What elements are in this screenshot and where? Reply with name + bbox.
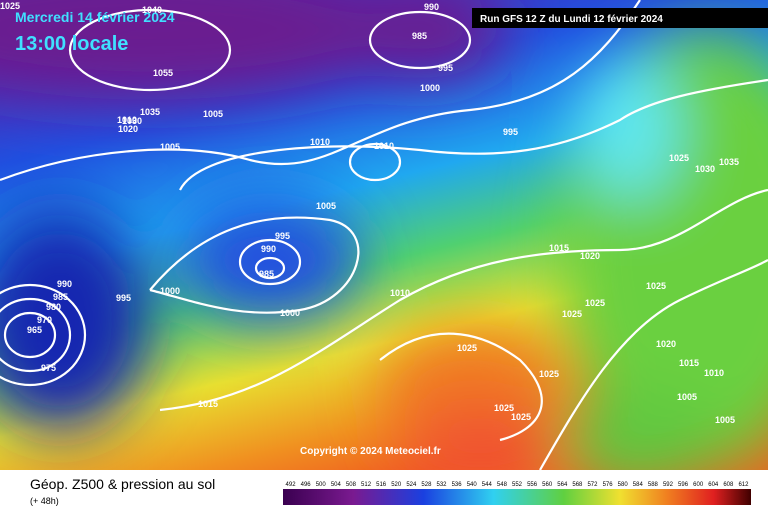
isobar-label: 965 xyxy=(27,325,42,335)
scale-label: 568 xyxy=(572,482,583,488)
isobar-label: 1025 xyxy=(562,309,582,319)
scale-label: 536 xyxy=(452,482,463,488)
isobar-label: 1010 xyxy=(704,368,724,378)
isobar-label: 1005 xyxy=(677,392,697,402)
isobar-label: 970 xyxy=(37,315,52,325)
isobar-label: 1020 xyxy=(118,124,138,134)
scale-label: 540 xyxy=(467,482,478,488)
colorbar xyxy=(283,489,751,505)
isobar-label: 1025 xyxy=(585,298,605,308)
isobar-label: 1055 xyxy=(153,68,173,78)
scale-label: 608 xyxy=(723,482,734,488)
isobar-label: 1025 xyxy=(457,343,477,353)
colorbar-labels: 492 496 500 504 508 512 516 520 524 528 532 536 540 5… xyxy=(286,482,750,488)
legend-title: Géop. Z500 & pression au sol xyxy=(30,476,215,492)
date: Mercredi 14 février 2024 xyxy=(15,9,175,25)
isobar-label: 1010 xyxy=(117,115,137,125)
isobar-label: 1020 xyxy=(656,339,676,349)
scale-label: 528 xyxy=(421,482,432,488)
isobar-label: 990 xyxy=(261,244,276,254)
isobar-label: 1005 xyxy=(316,201,336,211)
scale-label: 496 xyxy=(301,482,312,488)
isobar-label: 1005 xyxy=(160,142,180,152)
scale-label: 492 xyxy=(286,482,297,488)
isobar-label: 1025 xyxy=(646,281,666,291)
scale-label: 500 xyxy=(316,482,327,488)
isobar-label: 1015 xyxy=(549,243,569,253)
isobar-label: 1010 xyxy=(390,288,410,298)
isobar-label: 995 xyxy=(116,293,131,303)
scale-label: 572 xyxy=(587,482,598,488)
isobar-label: 1030 xyxy=(122,116,142,126)
isobar-label: 1010 xyxy=(374,141,394,151)
scale-label: 564 xyxy=(557,482,568,488)
isobar-label: 1040 xyxy=(142,5,162,15)
scale-label: 560 xyxy=(542,482,553,488)
scale-label: 600 xyxy=(693,482,704,488)
legend-lead: (+ 48h) xyxy=(30,496,59,506)
isobar-label: 1000 xyxy=(160,286,180,296)
scale-label: 584 xyxy=(633,482,644,488)
scale-label: 556 xyxy=(527,482,538,488)
scale-label: 596 xyxy=(678,482,689,488)
scale-label: 544 xyxy=(482,482,493,488)
isobar-label: 985 xyxy=(412,31,427,41)
scale-label: 592 xyxy=(663,482,674,488)
isobar-label: 995 xyxy=(275,231,290,241)
isobar-label: 1000 xyxy=(280,308,300,318)
isobar-label: 1025 xyxy=(511,412,531,422)
isobar-label: 1025 xyxy=(539,369,559,379)
scale-label: 508 xyxy=(346,482,357,488)
isobar-label: 1000 xyxy=(420,83,440,93)
scale-label: 516 xyxy=(376,482,387,488)
scale-label: 576 xyxy=(603,482,614,488)
run-box xyxy=(472,8,768,28)
isobar-label: 985 xyxy=(53,292,68,302)
isobar-label: 1025 xyxy=(669,153,689,163)
copyright: Copyright © 2024 Meteociel.fr xyxy=(300,446,441,457)
isobar-label: 1025 xyxy=(494,403,514,413)
isobar-label: 1005 xyxy=(203,109,223,119)
isobar-label: 990 xyxy=(424,2,439,12)
isobar-label: 1020 xyxy=(580,251,600,261)
scale-label: 604 xyxy=(708,482,719,488)
isobar-label: 1025 xyxy=(0,1,20,11)
isobar-label: 975 xyxy=(41,363,56,373)
isobar-label: 1015 xyxy=(679,358,699,368)
isobar-label: 985 xyxy=(259,269,274,279)
isobar-label: 1015 xyxy=(198,399,218,409)
scale-label: 520 xyxy=(391,482,402,488)
isobar-label: 1010 xyxy=(310,137,330,147)
scale-label: 612 xyxy=(738,482,749,488)
isobar-label: 980 xyxy=(46,302,61,312)
run: Run GFS 12 Z du Lundi 12 février 2024 xyxy=(480,14,663,25)
isobar-label: 1005 xyxy=(715,415,735,425)
scale-label: 548 xyxy=(497,482,508,488)
isobars xyxy=(0,0,768,470)
time: 13:00 locale xyxy=(15,33,128,55)
isobar-label: 1030 xyxy=(695,164,715,174)
scale-label: 580 xyxy=(618,482,629,488)
isobar-label: 995 xyxy=(503,127,518,137)
isobar-label: 1035 xyxy=(719,157,739,167)
scale-label: 588 xyxy=(648,482,659,488)
scale-label: 504 xyxy=(331,482,342,488)
scale-label: 512 xyxy=(361,482,372,488)
scale-label: 532 xyxy=(437,482,448,488)
isobar-label: 990 xyxy=(57,279,72,289)
isobar-label: 995 xyxy=(438,63,453,73)
scale-label: 524 xyxy=(406,482,417,488)
scale-label: 552 xyxy=(512,482,523,488)
isobar-label: 1035 xyxy=(140,107,160,117)
